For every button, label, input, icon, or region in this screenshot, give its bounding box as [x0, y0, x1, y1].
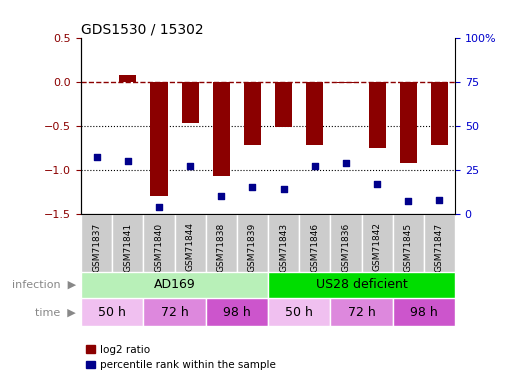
Point: [279, 186, 288, 192]
Point: [435, 196, 444, 202]
Bar: [143, 298, 206, 326]
Bar: [331, 298, 393, 326]
Bar: [81, 272, 268, 298]
Bar: [206, 214, 237, 272]
Text: GSM71838: GSM71838: [217, 222, 226, 272]
Bar: [237, 214, 268, 272]
Bar: [268, 272, 455, 298]
Bar: [361, 214, 393, 272]
Legend: log2 ratio, percentile rank within the sample: log2 ratio, percentile rank within the s…: [86, 345, 276, 370]
Text: GSM71846: GSM71846: [310, 222, 319, 272]
Bar: [268, 298, 331, 326]
Text: GSM71843: GSM71843: [279, 222, 288, 272]
Text: GSM71842: GSM71842: [372, 222, 382, 272]
Bar: [119, 75, 137, 82]
Bar: [175, 214, 206, 272]
Text: 72 h: 72 h: [348, 306, 376, 319]
Text: 50 h: 50 h: [98, 306, 126, 319]
Text: GSM71836: GSM71836: [342, 222, 350, 272]
Point: [155, 204, 163, 210]
Bar: [112, 214, 143, 272]
Bar: [244, 82, 261, 145]
Bar: [369, 82, 385, 148]
Text: GSM71841: GSM71841: [123, 222, 132, 272]
Text: infection  ▶: infection ▶: [12, 280, 76, 290]
Bar: [299, 214, 331, 272]
Text: AD169: AD169: [154, 279, 196, 291]
Bar: [81, 214, 112, 272]
Point: [342, 160, 350, 166]
Text: GSM71839: GSM71839: [248, 222, 257, 272]
Text: GSM71845: GSM71845: [404, 222, 413, 272]
Bar: [181, 82, 199, 123]
Bar: [331, 214, 361, 272]
Text: GSM71844: GSM71844: [186, 222, 195, 272]
Point: [311, 163, 319, 169]
Point: [404, 198, 413, 204]
Point: [93, 154, 101, 160]
Point: [186, 163, 195, 169]
Point: [217, 193, 225, 199]
Bar: [337, 82, 355, 83]
Point: [248, 184, 257, 190]
Bar: [393, 214, 424, 272]
Bar: [431, 82, 448, 145]
Text: GSM71847: GSM71847: [435, 222, 444, 272]
Bar: [306, 82, 323, 145]
Bar: [143, 214, 175, 272]
Bar: [206, 298, 268, 326]
Bar: [275, 82, 292, 128]
Bar: [213, 82, 230, 176]
Bar: [81, 298, 143, 326]
Bar: [151, 82, 167, 196]
Text: US28 deficient: US28 deficient: [316, 279, 407, 291]
Bar: [400, 82, 417, 163]
Text: 50 h: 50 h: [285, 306, 313, 319]
Point: [373, 181, 381, 187]
Text: 98 h: 98 h: [223, 306, 251, 319]
Text: GDS1530 / 15302: GDS1530 / 15302: [81, 22, 203, 36]
Text: 72 h: 72 h: [161, 306, 188, 319]
Bar: [424, 214, 455, 272]
Text: 98 h: 98 h: [410, 306, 438, 319]
Text: time  ▶: time ▶: [35, 307, 76, 317]
Bar: [393, 298, 455, 326]
Bar: [268, 214, 299, 272]
Point: [123, 158, 132, 164]
Text: GSM71840: GSM71840: [154, 222, 164, 272]
Text: GSM71837: GSM71837: [92, 222, 101, 272]
